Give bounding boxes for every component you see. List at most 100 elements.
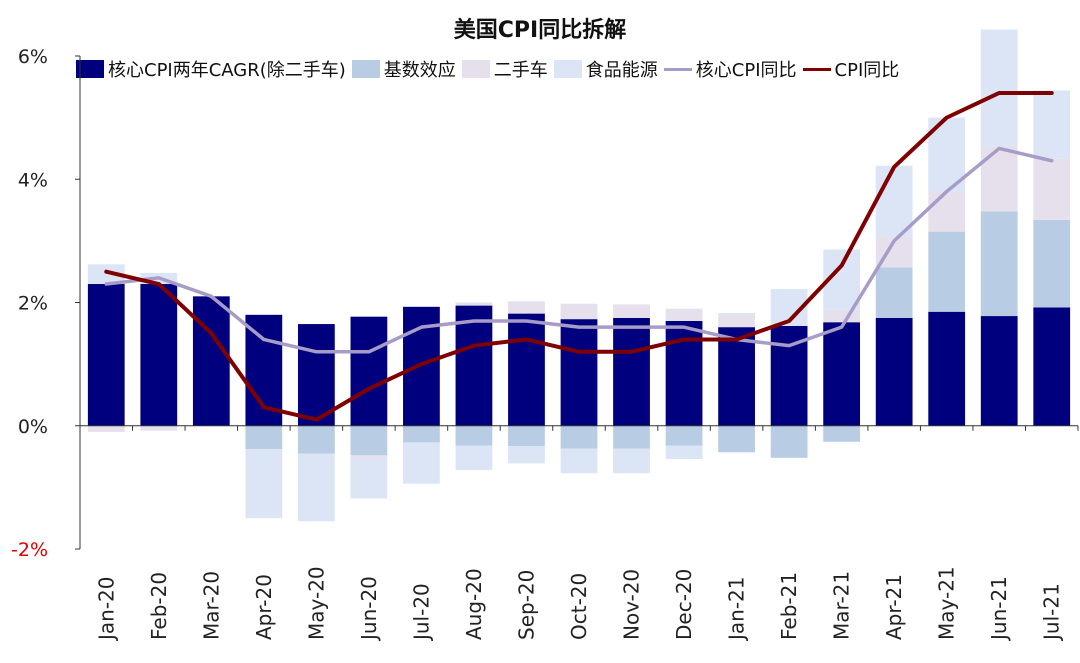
bar-s2-Oct-20	[560, 303, 598, 320]
y-tick-label-4: 4%	[18, 169, 48, 191]
x-tick-label-Mar-20: Mar-20	[199, 571, 223, 640]
legend-label-core-cagr: 核心CPI两年CAGR(除二手车)	[108, 60, 346, 81]
bar-s3-Nov-20	[613, 448, 650, 474]
legend-label-core-cpi-yoy: 核心CPI同比	[695, 60, 797, 81]
bar-s0-Mar-21	[823, 322, 861, 426]
x-tick-label-Jan-20: Jan-20	[94, 577, 118, 643]
x-tick-label-Feb-21: Feb-21	[777, 572, 801, 640]
bar-s2-Jan-21	[718, 314, 755, 328]
bar-s2-Jun-21	[980, 146, 1018, 212]
bar-s1-Aug-20	[455, 425, 493, 446]
x-tick-label-Jun-20: Jun-20	[357, 576, 381, 642]
chart-legend: 核心CPI两年CAGR(除二手车) 基数效应 二手车 食品能源 核心CPI同比 …	[76, 56, 905, 82]
bar-s3-Aug-20	[455, 445, 493, 471]
bar-s0-Mar-20	[192, 296, 230, 426]
y-tick-label-0: 0%	[18, 416, 48, 438]
bar-s0-Apr-21	[875, 317, 913, 426]
bar-s2-Jun-20	[350, 455, 388, 459]
legend-item-core-cagr: 核心CPI两年CAGR(除二手车)	[76, 56, 346, 82]
bar-s3-Jan-21	[718, 312, 755, 315]
bar-s1-Feb-21	[770, 425, 808, 458]
bar-s0-Jan-20	[87, 284, 125, 426]
bar-s0-Jun-20	[350, 316, 388, 426]
legend-label-used-cars: 二手车	[493, 60, 548, 81]
y-tick-label-2: 2%	[18, 293, 48, 315]
x-tick-label-Mar-21: Mar-21	[830, 571, 854, 640]
bar-s2-Feb-20	[140, 425, 178, 431]
legend-label-base-effect: 基数效应	[383, 60, 456, 81]
bar-s1-Jul-20	[403, 425, 440, 443]
chart-title: 美国CPI同比拆解	[453, 18, 627, 43]
line-series-1	[104, 90, 1054, 422]
bar-s1-Sep-20	[508, 425, 545, 447]
bar-s3-Jan-20	[87, 264, 125, 285]
bar-s1-Jan-21	[718, 425, 755, 453]
bar-s0-Sep-20	[508, 313, 545, 426]
legend-swatch-cpi-yoy	[802, 67, 831, 71]
bar-s3-May-20	[297, 453, 335, 522]
x-tick-label-May-21: May-21	[935, 566, 959, 640]
y-tick-label-6: 6%	[18, 46, 48, 68]
bar-s2-Sep-20	[508, 301, 545, 314]
x-tick-label-Oct-20: Oct-20	[567, 573, 591, 640]
bar-s3-Apr-20	[245, 449, 283, 519]
x-tick-label-Jul-20: Jul-20	[409, 583, 433, 642]
bar-s3-Jul-20	[403, 442, 440, 484]
bar-s1-Jul-21	[1033, 219, 1071, 308]
bar-s2-Mar-21	[823, 309, 861, 323]
legend-item-used-cars: 二手车	[461, 56, 548, 82]
bar-s3-Sep-20	[508, 446, 545, 464]
bar-s3-Dec-20	[665, 445, 703, 460]
x-tick-label-Jul-21: Jul-21	[1040, 583, 1064, 642]
legend-label-food-energy: 食品能源	[585, 60, 658, 81]
bar-s1-May-20	[297, 425, 335, 454]
line-series-0	[104, 146, 1054, 354]
legend-label-cpi-yoy: CPI同比	[834, 60, 900, 81]
bar-s3-Oct-20	[560, 448, 598, 474]
bar-s0-Feb-20	[140, 284, 178, 426]
bar-s0-Jan-21	[718, 327, 755, 426]
bar-s0-Nov-20	[613, 317, 650, 426]
legend-swatch-used-cars	[461, 60, 490, 78]
x-tick-label-Jan-21: Jan-21	[725, 577, 749, 643]
bar-s0-Aug-20	[455, 305, 493, 426]
legend-swatch-food-energy	[553, 60, 582, 78]
legend-item-food-energy: 食品能源	[553, 56, 658, 82]
bar-s1-Apr-21	[875, 267, 913, 318]
bar-s1-Dec-20	[665, 425, 703, 446]
bar-s2-Aug-20	[455, 302, 493, 306]
bar-s1-Oct-20	[560, 425, 598, 449]
bar-s2-Jan-20	[87, 425, 125, 432]
bar-s1-May-21	[928, 231, 966, 312]
bar-s1-Jun-21	[980, 211, 1018, 317]
x-tick-label-Dec-20: Dec-20	[672, 569, 696, 640]
bar-s0-Jun-21	[980, 316, 1018, 426]
x-tick-label-Jun-21: Jun-21	[987, 576, 1011, 642]
bar-s0-Oct-20	[560, 319, 598, 426]
bar-s0-May-20	[297, 324, 335, 426]
bar-s1-Apr-20	[245, 425, 283, 450]
legend-swatch-core-cpi-yoy	[663, 67, 692, 71]
bar-s2-Dec-20	[665, 308, 703, 321]
bar-s1-Mar-21	[823, 425, 861, 442]
bar-s3-Jun-21	[980, 29, 1018, 147]
x-tick-label-Nov-20: Nov-20	[620, 569, 644, 640]
x-tick-label-Sep-20: Sep-20	[514, 570, 538, 640]
bar-s2-Jul-21	[1033, 158, 1071, 220]
bar-s2-Nov-20	[613, 304, 650, 318]
legend-item-base-effect: 基数效应	[351, 56, 456, 82]
x-tick-label-May-20: May-20	[304, 566, 328, 640]
y-tick-label--2: -2%	[11, 539, 48, 561]
bar-s0-Dec-20	[665, 320, 703, 426]
legend-item-cpi-yoy: CPI同比	[802, 56, 900, 82]
x-tick-label-Apr-21: Apr-21	[882, 574, 906, 640]
bar-s0-Jul-21	[1033, 307, 1071, 426]
legend-swatch-base-effect	[351, 60, 380, 78]
bar-s2-May-21	[928, 191, 966, 232]
bar-s0-May-21	[928, 311, 966, 426]
bar-s3-Jun-20	[350, 458, 388, 499]
legend-item-core-cpi-yoy: 核心CPI同比	[663, 56, 797, 82]
bar-s3-Jul-21	[1033, 90, 1071, 159]
x-tick-label-Feb-20: Feb-20	[147, 572, 171, 640]
